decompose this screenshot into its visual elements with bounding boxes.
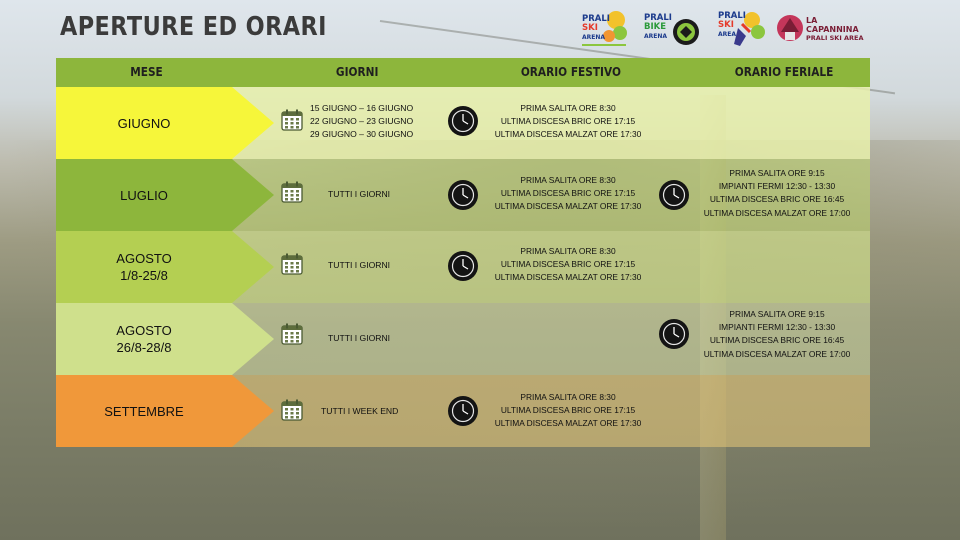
table-row-giugno: GIUGNO 15 GIUGNO – 16 GIUGNO 22 GIUGNO –… [56, 87, 870, 159]
table-row-settembre: SETTEMBRE TUTTI I WEEK END PRIMA SALITA … [56, 375, 870, 447]
month-cell: GIUGNO [56, 87, 274, 159]
header-orario-festivo: ORARIO FESTIVO [520, 65, 621, 79]
month-cell: SETTEMBRE [56, 375, 274, 447]
days-text: TUTTI I GIORNI [328, 332, 390, 345]
schedule-line: PRIMA SALITA ORE 9:15 [729, 309, 825, 319]
clock-icon [448, 251, 478, 281]
festivo-schedule: PRIMA SALITA ORE 8:30 ULTIMA DISCESA BRI… [478, 391, 658, 431]
calendar-icon [281, 323, 303, 345]
table-header: MESE GIORNI ORARIO FESTIVO ORARIO FERIAL… [56, 58, 870, 87]
month-label: GIUGNO [117, 115, 171, 131]
table-row-agosto-1: AGOSTO 1/8-25/8 TUTTI I GIORNI PRIMA SAL… [56, 231, 870, 303]
month-cell: AGOSTO 26/8-28/8 [56, 303, 274, 375]
days-text: 15 GIUGNO – 16 GIUGNO 22 GIUGNO – 23 GIU… [310, 102, 413, 141]
days-line: TUTTI I GIORNI [328, 189, 391, 199]
clock-icon [448, 396, 478, 426]
schedule-line: ULTIMA DISCESA BRIC ORE 17:15 [500, 116, 636, 127]
page-title: APERTURE ED ORARI [60, 12, 327, 42]
festivo-schedule: PRIMA SALITA ORE 8:30 ULTIMA DISCESA BRI… [478, 245, 658, 285]
table-row-agosto-2: AGOSTO 26/8-28/8 TUTTI I GIORNI PRIMA SA… [56, 303, 870, 375]
schedule-line: ULTIMA DISCESA BRIC ORE 17:15 [500, 188, 636, 199]
schedule-line: PRIMA SALITA ORE 8:30 [520, 103, 616, 113]
logo-prali-ski-arena: PRALI SKI ARENA [580, 6, 630, 50]
festivo-schedule: PRIMA SALITA ORE 8:30 ULTIMA DISCESA BRI… [478, 102, 658, 142]
calendar-icon [281, 399, 303, 421]
feriale-schedule: PRIMA SALITA ORE 9:15 IMPIANTI FERMI 12:… [688, 308, 866, 361]
month-range: 1/8-25/8 [120, 268, 168, 283]
header-orario-feriale: ORARIO FERIALE [734, 65, 834, 79]
schedule-line: IMPIANTI FERMI 12:30 - 13:30 [718, 181, 836, 192]
days-text: TUTTI I GIORNI [328, 188, 390, 201]
clock-icon [659, 319, 689, 349]
logos-bar: PRALI SKI ARENA PRALI BIKE ARENA PRALI SKI ARE… [578, 6, 878, 50]
days-line: TUTTI I GIORNI [328, 260, 391, 270]
schedule-line: PRIMA SALITA ORE 9:15 [729, 168, 825, 178]
schedule-line: ULTIMA DISCESA BRIC ORE 16:45 [709, 335, 845, 346]
days-line: TUTTI I GIORNI [328, 333, 391, 343]
schedule-line: PRIMA SALITA ORE 8:30 [520, 246, 616, 256]
schedule-table: MESE GIORNI ORARIO FESTIVO ORARIO FERIAL… [56, 58, 870, 447]
schedule-line: ULTIMA DISCESA MALZAT ORE 17:00 [703, 207, 851, 218]
schedule-line: IMPIANTI FERMI 12:30 - 13:30 [718, 322, 836, 333]
month-label: SETTEMBRE [104, 403, 184, 419]
month-cell: AGOSTO 1/8-25/8 [56, 231, 274, 303]
schedule-line: ULTIMA DISCESA MALZAT ORE 17:30 [494, 201, 642, 212]
month-cell: LUGLIO [56, 159, 274, 231]
schedule-line: ULTIMA DISCESA BRIC ORE 16:45 [709, 194, 845, 205]
schedule-line: PRIMA SALITA ORE 8:30 [520, 392, 616, 402]
festivo-schedule: PRIMA SALITA ORE 8:30 ULTIMA DISCESA BRI… [478, 174, 658, 214]
clock-icon [659, 180, 689, 210]
schedule-line: ULTIMA DISCESA MALZAT ORE 17:30 [494, 418, 642, 429]
calendar-icon [281, 253, 303, 275]
schedule-line: ULTIMA DISCESA BRIC ORE 17:15 [500, 259, 636, 270]
days-line: 29 GIUGNO – 30 GIUGNO [310, 129, 414, 139]
month-label: AGOSTO [116, 323, 172, 338]
logo-la-capannina: LA CAPANNINA PRALI SKI AREA [776, 6, 872, 50]
month-label: AGOSTO [116, 251, 172, 266]
schedule-line: ULTIMA DISCESA MALZAT ORE 17:00 [703, 348, 851, 359]
calendar-icon [281, 109, 303, 131]
schedule-line: PRIMA SALITA ORE 8:30 [520, 175, 616, 185]
table-row-luglio: LUGLIO TUTTI I GIORNI PRIMA SALITA ORE 8… [56, 159, 870, 231]
month-range: 26/8-28/8 [116, 340, 172, 355]
logo-prali-ski-area: PRALI SKI AREA [716, 6, 770, 50]
days-text: TUTTI I WEEK END [321, 405, 398, 418]
feriale-schedule: PRIMA SALITA ORE 9:15 IMPIANTI FERMI 12:… [688, 167, 866, 220]
header-mese: MESE [130, 65, 163, 79]
logo-prali-bike-arena: PRALI BIKE ARENA [640, 6, 702, 50]
calendar-icon [281, 181, 303, 203]
clock-icon [448, 180, 478, 210]
days-text: TUTTI I GIORNI [328, 259, 390, 272]
schedule-line: ULTIMA DISCESA BRIC ORE 17:15 [500, 405, 636, 416]
schedule-line: ULTIMA DISCESA MALZAT ORE 17:30 [494, 129, 642, 140]
clock-icon [448, 106, 478, 136]
header-giorni: GIORNI [335, 65, 379, 79]
days-line: 22 GIUGNO – 23 GIUGNO [310, 116, 414, 126]
schedule-line: ULTIMA DISCESA MALZAT ORE 17:30 [494, 272, 642, 283]
days-line: TUTTI I WEEK END [321, 406, 399, 416]
days-line: 15 GIUGNO – 16 GIUGNO [310, 103, 414, 113]
month-label: LUGLIO [120, 187, 168, 203]
